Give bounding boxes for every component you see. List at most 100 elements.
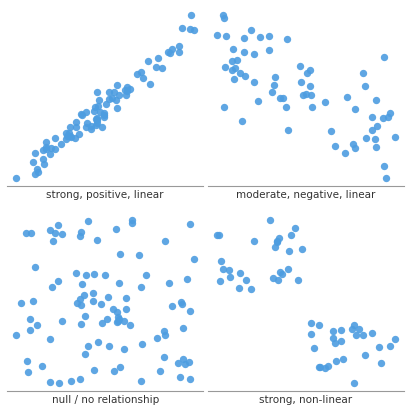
Point: [162, 237, 169, 244]
Point: [104, 316, 111, 322]
Point: [219, 265, 226, 272]
Point: [94, 115, 100, 121]
Point: [138, 378, 145, 384]
Point: [25, 368, 32, 375]
Point: [186, 359, 192, 366]
Point: [154, 335, 161, 341]
Point: [236, 69, 243, 76]
Point: [90, 290, 97, 296]
Point: [317, 364, 323, 370]
Point: [217, 277, 224, 284]
Point: [50, 237, 57, 244]
Point: [352, 145, 358, 151]
Point: [81, 313, 88, 319]
Point: [279, 271, 286, 277]
Point: [270, 274, 277, 281]
Point: [99, 124, 105, 130]
X-axis label: strong, positive, linear: strong, positive, linear: [46, 190, 164, 201]
Point: [101, 113, 108, 120]
Point: [138, 284, 144, 290]
Point: [248, 286, 255, 293]
Point: [32, 264, 38, 271]
Point: [94, 119, 100, 126]
Point: [100, 111, 107, 118]
Point: [79, 112, 85, 119]
Point: [105, 294, 111, 300]
Point: [124, 84, 131, 91]
Point: [330, 328, 337, 335]
Point: [271, 74, 278, 81]
X-axis label: moderate, negative, linear: moderate, negative, linear: [236, 190, 376, 201]
Point: [256, 34, 263, 40]
Point: [242, 277, 249, 283]
Point: [227, 274, 234, 281]
Point: [255, 98, 261, 105]
Point: [369, 126, 376, 133]
Point: [113, 318, 120, 325]
Point: [161, 354, 167, 360]
Point: [216, 232, 223, 239]
Point: [58, 140, 65, 147]
Point: [340, 356, 346, 363]
Point: [155, 54, 162, 61]
Point: [67, 124, 73, 130]
Point: [137, 69, 144, 75]
Point: [91, 271, 98, 277]
Point: [72, 134, 78, 141]
Point: [95, 103, 102, 109]
Point: [392, 134, 398, 141]
Point: [32, 150, 39, 156]
Point: [94, 117, 100, 123]
Point: [275, 277, 281, 283]
Point: [178, 298, 185, 305]
Point: [330, 334, 337, 341]
Point: [277, 269, 284, 275]
Point: [300, 91, 306, 98]
Point: [128, 216, 135, 223]
Point: [369, 329, 375, 336]
Point: [221, 15, 227, 22]
Point: [285, 126, 292, 133]
Point: [220, 12, 226, 19]
Point: [52, 230, 58, 236]
Point: [136, 252, 142, 259]
Point: [298, 79, 305, 85]
Point: [372, 97, 379, 104]
Point: [96, 97, 102, 103]
Point: [51, 146, 58, 152]
Point: [233, 57, 240, 63]
Point: [179, 25, 186, 32]
Point: [34, 321, 41, 328]
Point: [28, 229, 34, 236]
Point: [65, 130, 72, 136]
Point: [91, 108, 97, 115]
Point: [33, 166, 40, 173]
Point: [72, 124, 79, 131]
Point: [42, 138, 49, 145]
Point: [381, 163, 388, 169]
Point: [85, 218, 92, 225]
Point: [78, 302, 85, 308]
Point: [127, 322, 133, 329]
Point: [115, 92, 122, 98]
Point: [250, 79, 257, 86]
Point: [332, 358, 339, 364]
Point: [55, 222, 61, 229]
Point: [299, 246, 305, 252]
Point: [117, 363, 123, 370]
Point: [51, 134, 58, 141]
Point: [123, 295, 129, 302]
Point: [332, 143, 338, 149]
Point: [316, 363, 322, 370]
Point: [187, 220, 193, 227]
Point: [380, 53, 387, 60]
Point: [127, 86, 133, 93]
Point: [83, 123, 89, 130]
Point: [182, 361, 189, 368]
Point: [166, 280, 173, 286]
Point: [92, 103, 99, 110]
Point: [39, 362, 46, 369]
Point: [315, 322, 322, 329]
Point: [337, 337, 344, 344]
Point: [98, 300, 105, 307]
